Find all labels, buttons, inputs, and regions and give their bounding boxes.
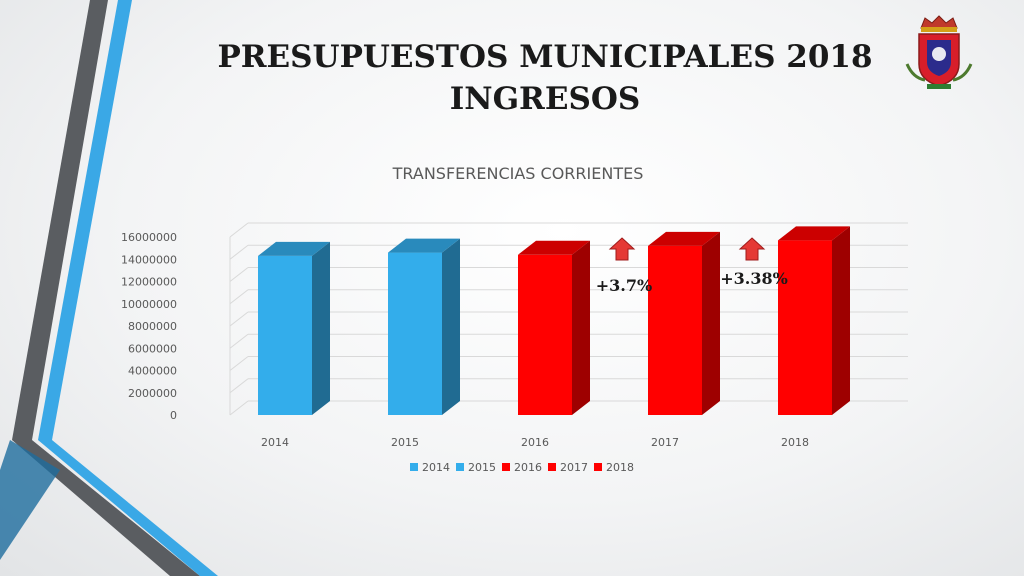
gridline-depth [229,222,249,238]
bar-2015 [388,238,460,415]
growth-label: +3.7% [596,276,652,295]
bar-2016 [518,240,590,415]
gridline-depth [229,356,249,371]
bar-2018 [778,226,850,415]
legend-swatch [502,463,510,471]
gray-stripe-lower [12,440,200,576]
bar-side [702,231,720,415]
bar-top [388,238,460,253]
bar-2017 [648,231,720,415]
legend-item-2016: 2016 [502,461,542,474]
x-tick-label: 2017 [651,436,679,449]
bar-top [258,241,330,256]
x-axis: 2014 2015 2016 2017 2018 [261,436,809,449]
bar-top [648,231,720,246]
y-tick-label: 14000000 [121,253,177,266]
y-tick-label: 0 [170,409,177,422]
legend: 2014 2015 2016 2017 2018 [410,461,634,474]
bar-side [312,241,330,415]
gridline-depth [229,244,249,260]
chart-title: TRANSFERENCIAS CORRIENTES [392,164,644,183]
bar-front [258,255,312,415]
bar-front [518,254,572,415]
stripe-shadow [0,440,60,560]
gridline-depth [229,311,249,327]
bar-front [778,240,832,415]
x-tick-label: 2015 [391,436,419,449]
growth-annotation: +3.7% [596,237,652,295]
blue-stripe-lower [38,440,218,576]
gridline-depth [229,333,249,349]
bar-top [518,240,590,255]
annotations: +3.7% +3.38% [596,237,788,295]
legend-label: 2015 [468,461,496,474]
legend-item-2015: 2015 [456,461,496,474]
up-arrow-icon [738,237,766,261]
growth-label: +3.38% [720,269,788,288]
legend-swatch [410,463,418,471]
legend-label: 2014 [422,461,450,474]
y-tick-label: 8000000 [128,320,177,333]
legend-item-2018: 2018 [594,461,634,474]
bar-2014 [258,241,330,415]
coat-of-arms-icon [905,15,973,89]
y-tick-label: 4000000 [128,365,177,378]
x-tick-label: 2016 [521,436,549,449]
slide-title-line1: PRESUPUESTOS MUNICIPALES 2018 [217,39,873,75]
y-tick-label: 16000000 [121,231,177,244]
blue-stripe [38,0,132,440]
legend-item-2014: 2014 [410,461,450,474]
legend-swatch [456,463,464,471]
slide-title: PRESUPUESTOS MUNICIPALES 2018 INGRESOS [200,36,890,120]
x-tick-label: 2014 [261,436,289,449]
bar-side [832,226,850,415]
y-tick-label: 10000000 [121,298,177,311]
gridline-depth [229,289,249,305]
legend-swatch [548,463,556,471]
y-tick-label: 12000000 [121,276,177,289]
legend-label: 2018 [606,461,634,474]
gridline-depth [229,400,249,416]
growth-annotation: +3.38% [720,237,788,288]
bar-side [442,238,460,415]
bar-top [778,226,850,241]
bars [258,226,850,415]
legend-swatch [594,463,602,471]
bar-front [388,252,442,415]
bar-front [648,245,702,415]
x-tick-label: 2018 [781,436,809,449]
bar-side [572,240,590,415]
gray-stripe [12,0,108,440]
gridline-depth [229,267,249,282]
legend-label: 2016 [514,461,542,474]
legend-item-2017: 2017 [548,461,588,474]
y-tick-label: 2000000 [128,387,177,400]
y-tick-label: 6000000 [128,342,177,355]
y-axis: 0 2000000 4000000 6000000 8000000 10000000 120… [121,231,177,422]
gridline-depth [229,378,249,394]
slide-title-line2: INGRESOS [449,81,641,117]
legend-label: 2017 [560,461,588,474]
up-arrow-icon [608,237,636,261]
